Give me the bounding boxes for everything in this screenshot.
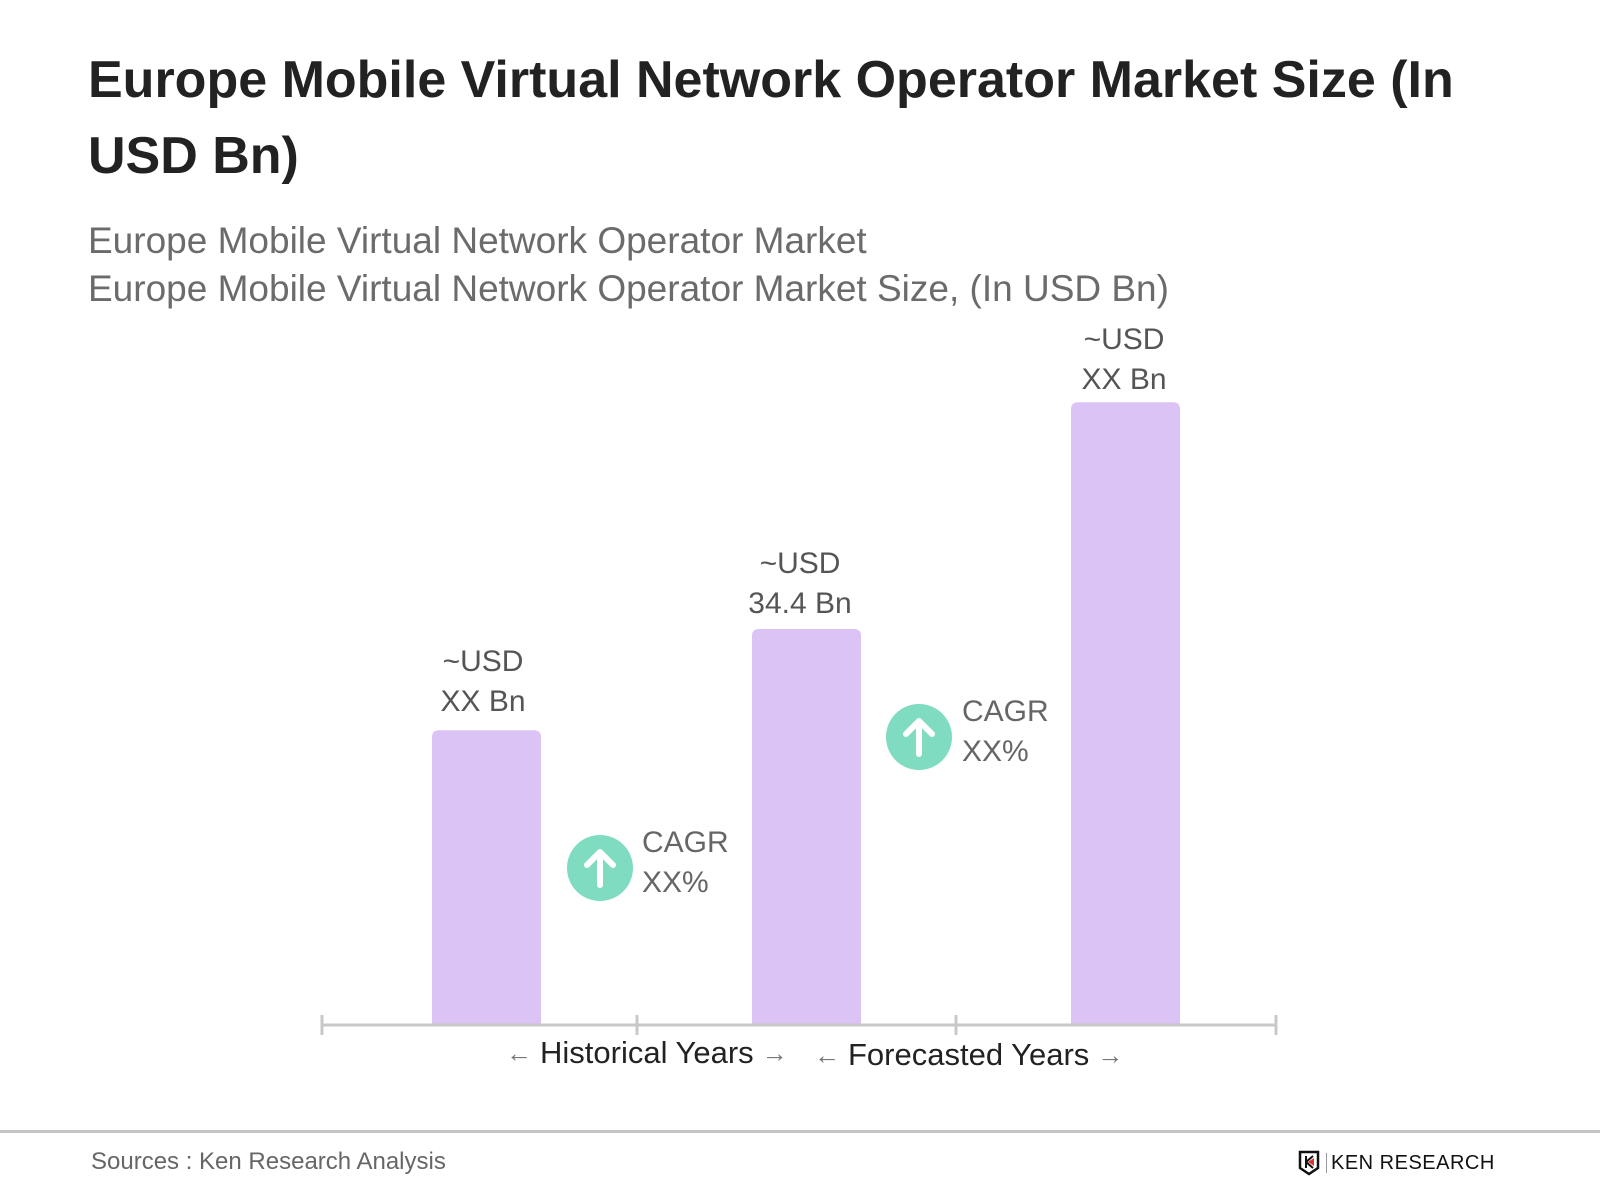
ken-research-logo: KEN RESEARCH xyxy=(1298,1150,1495,1176)
arrow-right-icon: → xyxy=(761,1037,788,1068)
arrow-left-icon: ← xyxy=(814,1039,840,1070)
source-note: Sources : Ken Research Analysis xyxy=(91,1148,446,1175)
historical-years-label: ← Historical Years → xyxy=(506,1035,788,1070)
forecasted-years-label: ← Forecasted Years → xyxy=(814,1037,1124,1072)
bar-label-3: ~USD XX Bn xyxy=(1081,323,1167,396)
bar-label-1: ~USD XX Bn xyxy=(440,645,526,718)
bar-label-2: ~USD 34.4 Bn xyxy=(748,547,852,620)
subtitle-2: Europe Mobile Virtual Network Operator M… xyxy=(88,268,1169,309)
bar-1 xyxy=(432,730,541,1025)
ken-research-logo-icon xyxy=(1298,1150,1320,1176)
arrow-right-icon: → xyxy=(1097,1039,1124,1070)
cagr-up-arrow-icon xyxy=(886,704,952,770)
bar-3 xyxy=(1071,402,1180,1025)
footer-divider xyxy=(0,1130,1600,1133)
cagr-up-arrow-icon xyxy=(567,835,633,901)
cagr-label-1: CAGR XX% xyxy=(642,826,729,899)
subtitle-1: Europe Mobile Virtual Network Operator M… xyxy=(88,220,867,261)
chart-title: Europe Mobile Virtual Network Operator M… xyxy=(88,51,1454,185)
arrow-left-icon: ← xyxy=(506,1037,532,1068)
cagr-label-2: CAGR XX% xyxy=(962,695,1049,768)
bar-2 xyxy=(752,629,861,1025)
